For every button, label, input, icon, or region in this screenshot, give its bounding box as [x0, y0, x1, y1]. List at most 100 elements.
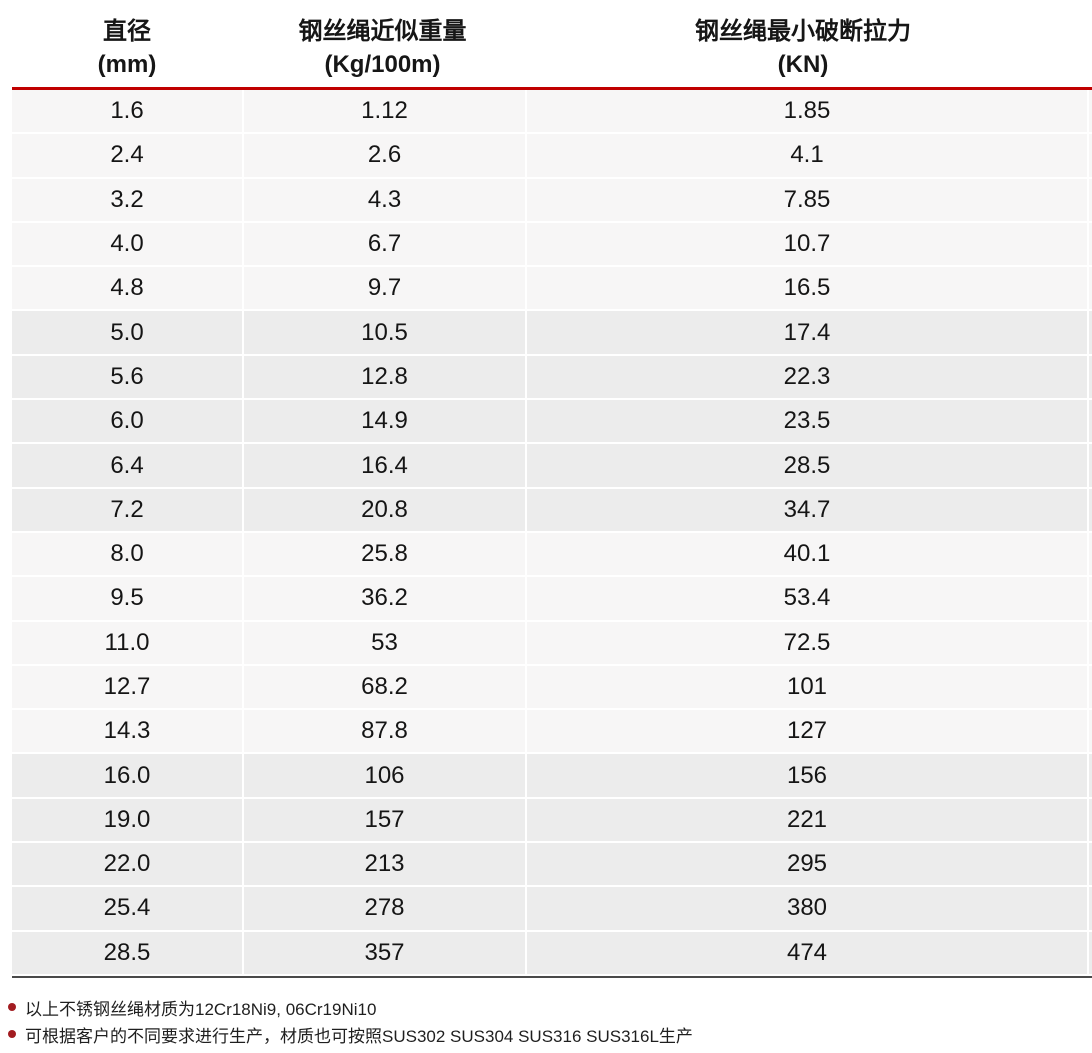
table-cell-r16-c1: 16.0 — [12, 754, 242, 797]
table-header-row: 直径 (mm) 钢丝绳近似重量 (Kg/100m) 钢丝绳最小破断拉力 (KN) — [12, 0, 1092, 87]
table-cell-edge-sliver — [1089, 931, 1092, 974]
table-cell-edge-sliver — [1089, 400, 1092, 443]
table-cell-r2-c2: 2.6 — [244, 134, 525, 177]
table-cell-r13-c3: 72.5 — [527, 621, 1087, 664]
table-cell-r14-c2: 68.2 — [244, 665, 525, 709]
header-breaking-force-unit: (KN) — [777, 50, 829, 78]
table-cell-r4-c3: 10.7 — [527, 222, 1087, 266]
table-cell-r14-c3: 101 — [527, 665, 1087, 709]
table-cell-r18-c3: 295 — [527, 843, 1087, 886]
header-weight: 钢丝绳近似重量 (Kg/100m) — [242, 7, 523, 81]
table-cell-r5-c1: 4.8 — [12, 267, 242, 310]
table-cell-r12-c3: 53.4 — [527, 577, 1087, 620]
table-cell-r18-c1: 22.0 — [12, 843, 242, 886]
table-cell-r10-c1: 7.2 — [12, 488, 242, 531]
table-cell-r17-c1: 19.0 — [12, 798, 242, 842]
table-cell-r13-c1: 11.0 — [12, 621, 242, 664]
table-cell-r6-c3: 17.4 — [527, 311, 1087, 354]
bullet-icon — [8, 1030, 16, 1039]
table-cell-edge-sliver — [1089, 444, 1092, 487]
table-cell-r3-c1: 3.2 — [12, 178, 242, 221]
table-cell-edge-sliver — [1089, 311, 1092, 354]
table-bottom-rule — [12, 975, 1092, 978]
table-cell-r8-c3: 23.5 — [527, 400, 1087, 443]
footnote-material: 以上不锈钢丝绳材质为12Cr18Ni9, 06Cr19Ni10 — [8, 994, 1092, 1021]
table-cell-r8-c1: 6.0 — [12, 400, 242, 443]
table-cell-r11-c2: 25.8 — [244, 532, 525, 576]
table-cell-r20-c1: 28.5 — [12, 931, 242, 974]
table-cell-r11-c1: 8.0 — [12, 532, 242, 576]
table-cell-r12-c2: 36.2 — [244, 577, 525, 620]
table-cell-r19-c3: 380 — [527, 887, 1087, 930]
table-cell-r3-c3: 7.85 — [527, 178, 1087, 221]
table-cell-r20-c2: 357 — [244, 931, 525, 974]
table-cell-r1-c2: 1.12 — [244, 90, 525, 133]
table-cell-r13-c2: 53 — [244, 621, 525, 664]
table-cell-r2-c3: 4.1 — [527, 134, 1087, 177]
table-cell-r19-c1: 25.4 — [12, 887, 242, 930]
table-cell-r19-c2: 278 — [244, 887, 525, 930]
table-cell-r3-c2: 4.3 — [244, 178, 525, 221]
header-red-rule — [12, 87, 1092, 90]
table-cell-edge-sliver — [1089, 178, 1092, 221]
table-cell-edge-sliver — [1089, 222, 1092, 266]
table-cell-edge-sliver — [1089, 488, 1092, 531]
table-cell-r7-c1: 5.6 — [12, 355, 242, 399]
table-cell-r17-c3: 221 — [527, 798, 1087, 842]
header-diameter: 直径 (mm) — [12, 7, 242, 81]
table-cell-r5-c3: 16.5 — [527, 267, 1087, 310]
table-cell-edge-sliver — [1089, 577, 1092, 620]
table-cell-r15-c2: 87.8 — [244, 710, 525, 753]
table-cell-edge-sliver — [1089, 134, 1092, 177]
header-diameter-title: 直径 — [103, 17, 151, 45]
table-cell-edge-sliver — [1089, 754, 1092, 797]
table-cell-r2-c1: 2.4 — [12, 134, 242, 177]
table-cell-edge-sliver — [1089, 532, 1092, 576]
table-cell-edge-sliver — [1089, 887, 1092, 930]
table-cell-r16-c3: 156 — [527, 754, 1087, 797]
table-cell-r1-c3: 1.85 — [527, 90, 1087, 133]
footnote-material-text: 以上不锈钢丝绳材质为12Cr18Ni9, 06Cr19Ni10 — [25, 999, 377, 1019]
table-cell-r17-c2: 157 — [244, 798, 525, 842]
table-cell-edge-sliver — [1089, 798, 1092, 842]
footnote-custom-production: 可根据客户的不同要求进行生产，材质也可按照SUS302 SUS304 SUS31… — [8, 1021, 1092, 1048]
table-cell-r16-c2: 106 — [244, 754, 525, 797]
table-cell-r11-c3: 40.1 — [527, 532, 1087, 576]
bullet-icon — [8, 1003, 16, 1012]
table-cell-r10-c3: 34.7 — [527, 488, 1087, 531]
header-diameter-unit: (mm) — [97, 50, 157, 78]
table-cell-r7-c3: 22.3 — [527, 355, 1087, 399]
table-cell-r15-c3: 127 — [527, 710, 1087, 753]
footnote-custom-production-text: 可根据客户的不同要求进行生产，材质也可按照SUS302 SUS304 SUS31… — [25, 1026, 693, 1046]
table-cell-edge-sliver — [1089, 355, 1092, 399]
table-cell-r7-c2: 12.8 — [244, 355, 525, 399]
table-cell-edge-sliver — [1089, 267, 1092, 310]
header-breaking-force-title: 钢丝绳最小破断拉力 — [695, 17, 911, 45]
table-cell-r9-c2: 16.4 — [244, 444, 525, 487]
table-cell-r9-c1: 6.4 — [12, 444, 242, 487]
table-cell-edge-sliver — [1089, 665, 1092, 709]
table-cell-r9-c3: 28.5 — [527, 444, 1087, 487]
table-cell-edge-sliver — [1089, 621, 1092, 664]
table-cell-r15-c1: 14.3 — [12, 710, 242, 753]
table-cell-r6-c1: 5.0 — [12, 311, 242, 354]
table-body: 1.6 1.12 1.85 2.4 2.6 4.1 3.2 4.3 7.85 4.0 6.7 10.7… — [12, 90, 1092, 974]
table-cell-r12-c1: 9.5 — [12, 577, 242, 620]
table-cell-r18-c2: 213 — [244, 843, 525, 886]
table-cell-edge-sliver — [1089, 710, 1092, 753]
table-cell-r1-c1: 1.6 — [12, 90, 242, 133]
footnotes: 以上不锈钢丝绳材质为12Cr18Ni9, 06Cr19Ni10 可根据客户的不同… — [8, 994, 1092, 1048]
table-cell-r6-c2: 10.5 — [244, 311, 525, 354]
table-cell-edge-sliver — [1089, 843, 1092, 886]
table-cell-r5-c2: 9.7 — [244, 267, 525, 310]
wire-rope-spec-table: 直径 (mm) 钢丝绳近似重量 (Kg/100m) 钢丝绳最小破断拉力 (KN)… — [12, 0, 1092, 978]
header-breaking-force: 钢丝绳最小破断拉力 (KN) — [523, 7, 1083, 81]
header-weight-unit: (Kg/100m) — [324, 50, 441, 78]
table-cell-r4-c1: 4.0 — [12, 222, 242, 266]
table-cell-r4-c2: 6.7 — [244, 222, 525, 266]
table-cell-edge-sliver — [1089, 90, 1092, 133]
table-cell-r14-c1: 12.7 — [12, 665, 242, 709]
header-weight-title: 钢丝绳近似重量 — [298, 17, 467, 45]
table-cell-r10-c2: 20.8 — [244, 488, 525, 531]
table-cell-r8-c2: 14.9 — [244, 400, 525, 443]
